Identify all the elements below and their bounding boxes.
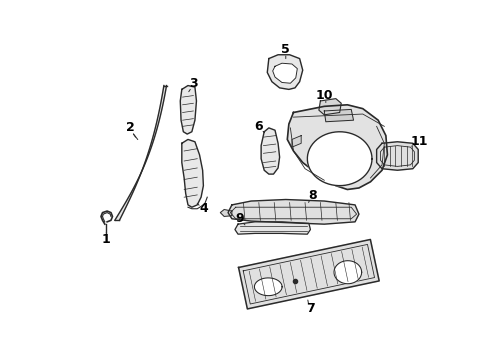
Polygon shape [377,142,418,170]
Polygon shape [268,55,303,89]
Text: 11: 11 [410,135,428,148]
Polygon shape [115,86,167,220]
Polygon shape [235,222,311,234]
Polygon shape [228,199,359,224]
Text: 4: 4 [199,202,208,215]
Polygon shape [243,244,374,304]
Polygon shape [239,239,379,309]
Polygon shape [254,278,282,296]
Text: 3: 3 [189,77,197,90]
Polygon shape [261,128,280,174]
Polygon shape [292,136,301,147]
Text: 1: 1 [102,233,111,246]
Polygon shape [319,99,341,115]
Polygon shape [287,105,388,189]
Text: 8: 8 [308,189,317,202]
Text: 6: 6 [254,120,263,133]
Polygon shape [324,109,354,122]
Text: 10: 10 [316,89,333,102]
Text: 2: 2 [126,121,135,134]
Polygon shape [334,261,362,284]
Polygon shape [273,63,297,83]
Polygon shape [180,86,196,134]
Polygon shape [307,132,372,186]
Polygon shape [220,210,232,216]
Polygon shape [182,139,203,207]
Text: 9: 9 [235,212,244,225]
Text: 7: 7 [306,302,315,315]
Text: 5: 5 [281,43,290,56]
